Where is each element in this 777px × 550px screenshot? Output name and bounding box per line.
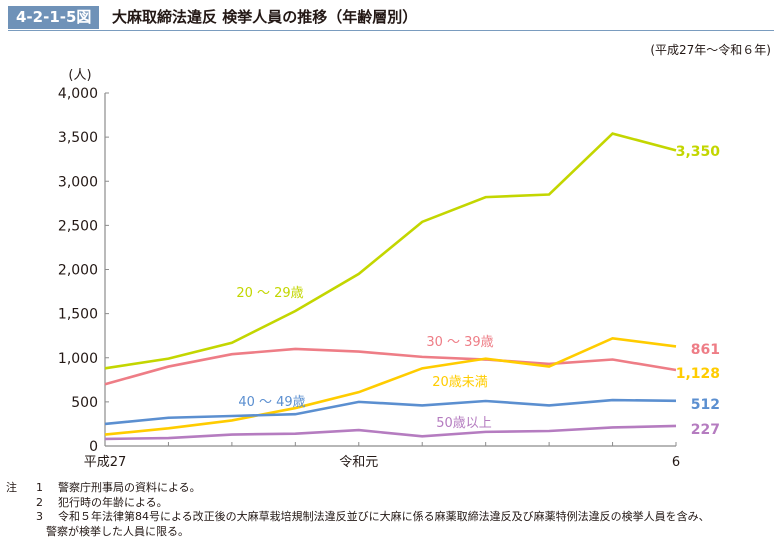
y-tick-label: 2,500 xyxy=(58,218,98,234)
end-value-label: 3,350 xyxy=(676,144,721,160)
y-tick-label: 0 xyxy=(89,439,98,455)
series-group: 20 ～ 29歳 3,350 30 ～ 39歳 861 20歳未満 1,128 40 ～ 4… xyxy=(104,132,721,441)
y-tick-label: 3,500 xyxy=(58,130,98,146)
figure-number-badge: 4-2-1-5図 xyxy=(8,6,100,29)
end-value-label: 861 xyxy=(691,342,720,358)
footnote-number: 1 xyxy=(36,481,43,494)
x-tick-label: 6 xyxy=(672,455,680,470)
figure-header: 4-2-1-5図 大麻取締法違反 検挙人員の推移（年齢層別） xyxy=(8,6,774,31)
series-3: 40 ～ 49歳 512 xyxy=(104,395,720,426)
series-line xyxy=(104,336,677,436)
series-label: 20歳未満 xyxy=(432,375,488,390)
period-label: (平成27年～令和６年) xyxy=(650,43,771,57)
footnote-text: 警察庁刑事局の資料による。 xyxy=(58,481,201,494)
y-axis-unit-label: (人) xyxy=(68,68,91,83)
series-0: 20 ～ 29歳 3,350 xyxy=(104,132,721,370)
figure-title: 大麻取締法違反 検挙人員の推移（年齢層別） xyxy=(112,8,418,26)
end-value-label: 1,128 xyxy=(676,366,720,382)
series-line xyxy=(104,398,677,426)
footnote-number: 3 xyxy=(36,510,43,523)
y-tick-label: 3,000 xyxy=(58,174,98,190)
series-1: 30 ～ 39歳 861 xyxy=(104,335,720,386)
footnote-text: 警察が検挙した人員に限る。 xyxy=(46,524,189,538)
x-tick-label: 令和元 xyxy=(339,455,378,470)
series-2: 20歳未満 1,128 xyxy=(104,336,720,436)
y-tick-label: 1,500 xyxy=(58,307,98,323)
series-label: 50歳以上 xyxy=(436,416,492,431)
series-label: 40 ～ 49歳 xyxy=(238,395,305,410)
y-tick-label: 2,000 xyxy=(58,263,98,279)
series-line xyxy=(104,347,677,386)
line-chart: (人) 0 500 1,000 1,500 2,000 2,500 3,000 3,500 4,… xyxy=(58,68,721,470)
x-tick-label: 平成27 xyxy=(84,455,127,470)
end-value-label: 227 xyxy=(691,422,720,438)
series-label: 20 ～ 29歳 xyxy=(236,286,303,301)
footnote-text: 令和５年法律第84号による改正後の大麻草栽培規制法違反並びに大麻に係る麻薬取締法… xyxy=(58,510,710,523)
series-line xyxy=(104,132,677,370)
series-line xyxy=(104,424,677,441)
y-tick-label: 1,000 xyxy=(58,351,98,367)
axes: 0 500 1,000 1,500 2,000 2,500 3,000 3,500 4,000 平… xyxy=(58,86,680,470)
y-tick-label: 4,000 xyxy=(58,86,98,102)
footnote-text: 犯行時の年齢による。 xyxy=(58,495,168,509)
end-value-label: 512 xyxy=(691,397,720,413)
y-tick-label: 500 xyxy=(71,395,98,411)
footnote-number: 2 xyxy=(36,495,43,509)
footnote-prefix: 注 xyxy=(6,481,17,494)
series-4: 50歳以上 227 xyxy=(104,416,720,441)
series-label: 30 ～ 39歳 xyxy=(426,335,493,350)
